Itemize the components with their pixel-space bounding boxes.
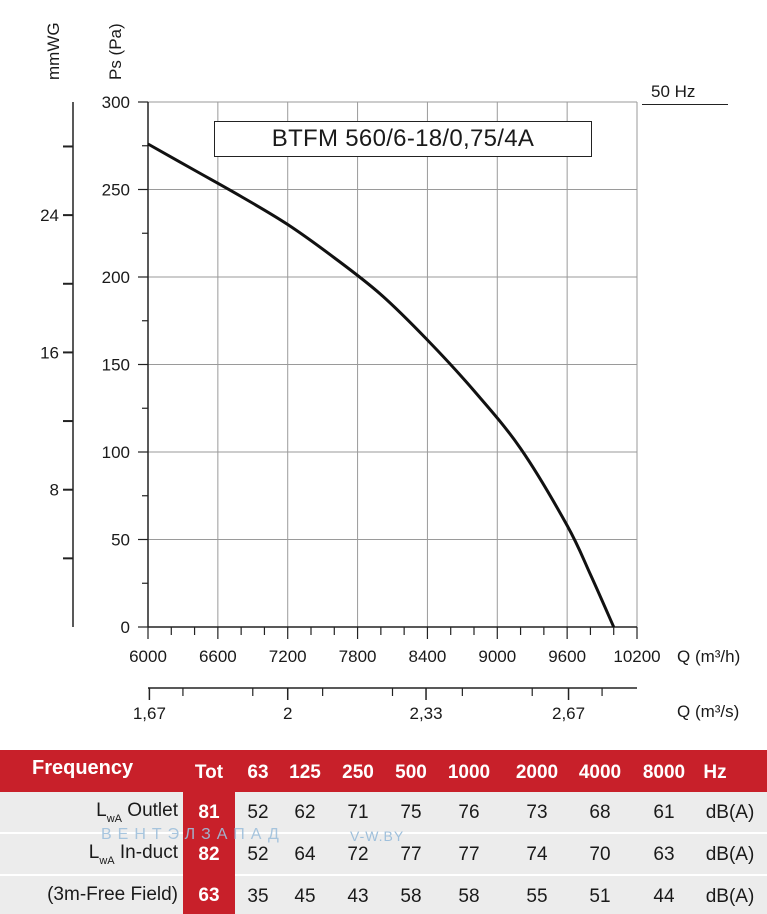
x2-tick-label: 2,33 xyxy=(409,704,442,723)
y-tick-label: 300 xyxy=(102,93,130,112)
x-tick-label: 6600 xyxy=(199,647,237,666)
y-tick-label: 0 xyxy=(121,618,130,637)
x-tick-label: 7200 xyxy=(269,647,307,666)
row-label-name: Outlet xyxy=(127,800,178,821)
row-value: 52 xyxy=(247,844,269,865)
table-header: Frequency Tot 63 125 250 500 1000 2000 4… xyxy=(0,750,767,792)
frequency-note-underline xyxy=(642,104,728,105)
x-tick-label: 7800 xyxy=(339,647,377,666)
sound-power-table: Frequency Tot 63 125 250 500 1000 2000 4… xyxy=(0,750,767,914)
row-value: 43 xyxy=(347,886,369,907)
x2-tick-label: 2,67 xyxy=(552,704,585,723)
y2-tick-label: 16 xyxy=(40,343,59,362)
chart-title: BTFM 560/6-18/0,75/4A xyxy=(214,121,592,157)
y-tick-label: 150 xyxy=(102,356,130,375)
row-value: 62 xyxy=(294,802,316,823)
row-value: 73 xyxy=(526,802,548,823)
header-band: 125 xyxy=(289,762,321,783)
row-value: 76 xyxy=(458,802,480,823)
row-value: 58 xyxy=(458,886,480,907)
row-label: LwA In-duct xyxy=(60,842,178,867)
x-tick-label: 10200 xyxy=(613,647,660,666)
header-band: 2000 xyxy=(515,762,559,783)
tot-value: 63 xyxy=(198,885,220,906)
y-tick-label: 50 xyxy=(111,531,130,550)
y2-tick-label: 8 xyxy=(50,481,59,500)
tot-value: 81 xyxy=(198,802,220,823)
row-value: 75 xyxy=(400,802,422,823)
y-tick-label: 200 xyxy=(102,268,130,287)
row-label-name: In-duct xyxy=(119,842,178,863)
row-unit: dB(A) xyxy=(705,802,755,823)
header-band: 250 xyxy=(342,762,374,783)
header-band: 8000 xyxy=(642,762,686,783)
row-value: 61 xyxy=(653,802,675,823)
row-label-name: (3m-Free Field) xyxy=(47,884,178,905)
row-value: 52 xyxy=(247,802,269,823)
header-frequency: Frequency xyxy=(32,757,134,779)
fan-curve-chart: 0 50 100 150 200 250 300 6000 6600 7200 7800 8400 90… xyxy=(40,22,740,723)
tot-column xyxy=(183,792,235,914)
tot-value: 82 xyxy=(198,844,220,865)
header-unit: Hz xyxy=(703,762,727,783)
x-axis-label: Q (m³/h) xyxy=(677,647,740,666)
y-tick-label: 100 xyxy=(102,443,130,462)
y2-tick-label: 24 xyxy=(40,206,59,225)
row-value: 68 xyxy=(589,802,611,823)
watermark-site: V-W.BY xyxy=(350,828,405,844)
fan-curve-line xyxy=(147,142,616,628)
table-row: LwA Outlet 52 62 71 75 76 73 68 61 dB(A) xyxy=(0,792,767,832)
x2-tick-label: 1,67 xyxy=(133,704,166,723)
row-value: 45 xyxy=(294,886,316,907)
row-value: 77 xyxy=(458,844,480,865)
table-row: (3m-Free Field) 35 45 43 58 58 55 51 44 … xyxy=(0,876,767,914)
row-value: 35 xyxy=(247,886,269,907)
row-value: 74 xyxy=(526,844,548,865)
row-label-sub: wA xyxy=(99,855,115,867)
row-value: 63 xyxy=(653,844,675,865)
frequency-note: 50 Hz xyxy=(651,82,696,101)
row-label-sub: wA xyxy=(106,813,123,825)
table-row: LwA In-duct 52 64 72 77 77 74 70 63 dB(A… xyxy=(0,834,767,874)
watermark: ВЕНТЭЛЗАПАД xyxy=(101,826,285,843)
row-value: 44 xyxy=(653,886,675,907)
x-tick-label: 6000 xyxy=(129,647,167,666)
row-unit: dB(A) xyxy=(705,844,755,865)
row-value: 58 xyxy=(400,886,422,907)
row-unit: dB(A) xyxy=(705,886,755,907)
x2-axis-label: Q (m³/s) xyxy=(677,702,739,721)
y2-axis-label: mmWG xyxy=(44,22,63,80)
x-tick-label: 8400 xyxy=(409,647,447,666)
row-value: 77 xyxy=(400,844,422,865)
row-label: LwA Outlet xyxy=(60,800,178,825)
x-tick-label: 9000 xyxy=(478,647,516,666)
header-band: 63 xyxy=(247,762,269,783)
header-band: 1000 xyxy=(447,762,491,783)
y-axis-label: Ps (Pa) xyxy=(106,23,125,80)
row-value: 72 xyxy=(347,844,369,865)
row-value: 70 xyxy=(589,844,611,865)
row-value: 55 xyxy=(526,886,548,907)
row-value: 71 xyxy=(347,802,369,823)
header-band: 500 xyxy=(395,762,427,783)
row-label-prefix: L xyxy=(96,800,107,821)
x2-tick-label: 2 xyxy=(283,704,292,723)
header-band: 4000 xyxy=(578,762,622,783)
y-tick-label: 250 xyxy=(102,181,130,200)
x-tick-label: 9600 xyxy=(548,647,586,666)
row-value: 64 xyxy=(294,844,316,865)
row-label-prefix: L xyxy=(88,842,100,863)
row-value: 51 xyxy=(589,886,611,907)
header-tot: Tot xyxy=(194,762,224,783)
